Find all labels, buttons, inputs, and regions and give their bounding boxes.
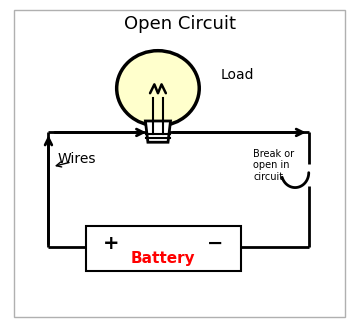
Text: Open Circuit: Open Circuit: [123, 15, 236, 33]
FancyBboxPatch shape: [86, 226, 241, 271]
Text: +: +: [103, 233, 120, 252]
Text: Battery: Battery: [131, 251, 196, 266]
Text: Load: Load: [221, 68, 254, 82]
Polygon shape: [145, 121, 171, 142]
Text: Break or
open in
circuit: Break or open in circuit: [253, 148, 294, 182]
Text: Wires: Wires: [58, 152, 97, 165]
Circle shape: [117, 51, 199, 126]
Text: −: −: [207, 233, 224, 252]
FancyBboxPatch shape: [14, 10, 345, 317]
